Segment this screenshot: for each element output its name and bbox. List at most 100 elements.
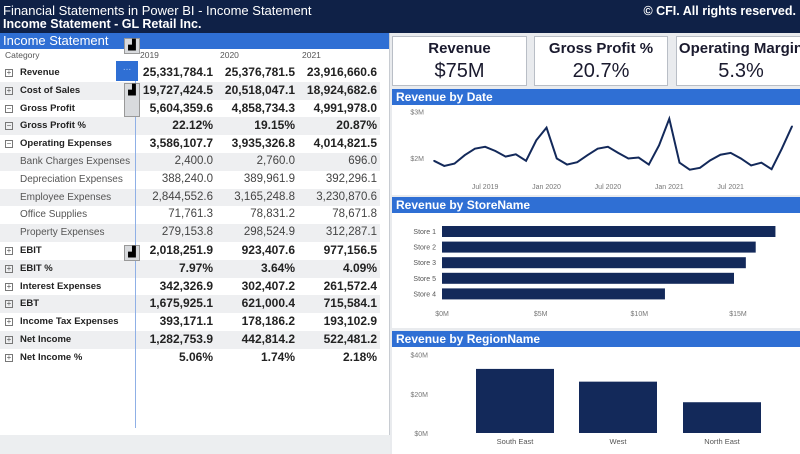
y-tick-label: $20M (410, 392, 428, 399)
row-label: Employee Expenses (20, 191, 112, 203)
cell-value: 5,604,359.6 (149, 100, 213, 115)
expand-icon[interactable]: + (5, 335, 13, 344)
collapse-icon[interactable]: − (5, 103, 13, 113)
row-label: Office Supplies (20, 209, 88, 221)
revenue-line (433, 115, 793, 171)
expand-icon[interactable]: + (5, 246, 13, 255)
expand-icon[interactable]: + (5, 281, 13, 291)
data-point (729, 152, 732, 154)
cell-value: 3.64% (260, 260, 295, 275)
expand-icon[interactable]: + (5, 299, 13, 309)
matrix-title: Income Statement (0, 33, 389, 49)
cell-value: 696.0 (348, 155, 377, 167)
drill-chart-icon[interactable]: ▟ (124, 38, 140, 54)
store-bar (442, 241, 756, 253)
kpi-card-revenue: Revenue $75M (392, 36, 527, 86)
table-row: Property Expenses 279,153.8 298,524.9 312,2… (0, 224, 380, 242)
row-label: Net Income (20, 334, 72, 345)
data-point (545, 126, 548, 129)
y-tick-label: $3M (410, 109, 424, 116)
category-label: Store 3 (413, 260, 436, 267)
col-2020[interactable]: 2020 (220, 50, 239, 60)
cell-value: 4,858,734.3 (231, 100, 295, 115)
region-bar (683, 402, 761, 433)
cell-value: 19,727,424.5 (142, 82, 213, 97)
cell-value: 261,572.4 (323, 278, 377, 293)
drill-chart-icon-hover[interactable]: ▟ (124, 83, 140, 117)
row-label: Bank Charges Expenses (20, 156, 131, 167)
row-label: Interest Expenses (20, 280, 102, 292)
data-point (668, 117, 671, 120)
col-2021[interactable]: 2021 (302, 50, 321, 60)
data-point (535, 139, 538, 142)
expand-icon[interactable]: + (5, 85, 13, 95)
cell-value: 3,230,870.6 (316, 190, 377, 203)
data-point (484, 145, 486, 148)
cell-value: 279,153.8 (161, 226, 213, 239)
x-tick-label: Jul 2021 (717, 184, 744, 191)
cell-value: 3,586,107.7 (149, 136, 213, 151)
data-point (515, 153, 517, 156)
copyright: © CFI. All rights reserved. (643, 4, 796, 18)
category-label: Store 5 (413, 276, 436, 283)
x-tick-label: Jan 2020 (532, 184, 561, 191)
category-label: Store 2 (413, 245, 436, 252)
store-bar (442, 257, 746, 269)
col-2019[interactable]: 2019 (140, 50, 159, 60)
report-subtitle: Income Statement - GL Retail Inc. (3, 17, 202, 31)
data-point (770, 168, 773, 171)
expand-icon[interactable]: + (5, 68, 13, 77)
cell-value: 2,760.0 (256, 155, 295, 167)
cell-value: 4.09% (342, 260, 377, 275)
data-point (781, 147, 783, 150)
cell-value: 923,407.6 (241, 243, 295, 257)
cell-value: 2,400.0 (174, 155, 213, 167)
expand-icon[interactable]: + (5, 263, 13, 273)
cell-value: 388,240.0 (161, 172, 213, 185)
data-point (658, 144, 660, 147)
cell-value: 78,831.2 (250, 208, 295, 221)
cell-value: 23,916,660.6 (306, 65, 377, 79)
drill-chart-icon[interactable]: ▟ (124, 245, 140, 261)
data-point (648, 163, 650, 166)
data-point (607, 145, 609, 148)
data-point (433, 160, 435, 162)
x-tick-label: $0M (435, 311, 449, 318)
table-row: + Net Income % 5.06% 1.74% 2.18% (0, 349, 380, 367)
data-point (627, 157, 630, 160)
cell-value: 442,814.2 (241, 332, 295, 346)
data-point (555, 157, 558, 160)
cell-value: 389,961.9 (243, 172, 295, 185)
more-options-button[interactable]: ... (116, 61, 138, 81)
table-row: − Gross Profit 5,604,359.6 4,858,734.3 4,991… (0, 100, 380, 118)
row-label: Gross Profit (20, 102, 75, 114)
cell-value: 20,518,047.1 (224, 82, 295, 97)
table-row: + Cost of Sales 19,727,424.5 20,518,047.1 18… (0, 81, 380, 100)
row-label: Revenue (20, 67, 60, 78)
footer-bar (0, 435, 390, 454)
data-point (688, 168, 691, 171)
row-label: EBIT % (20, 262, 53, 274)
x-tick-label: $10M (631, 311, 649, 318)
cell-value: 393,171.1 (159, 314, 213, 329)
cell-value: 715,584.1 (323, 296, 377, 311)
data-point (637, 156, 640, 159)
cell-value: 20.87% (336, 118, 377, 133)
expand-icon[interactable]: + (5, 352, 13, 362)
category-label: West (610, 437, 628, 446)
x-tick-label: $5M (534, 311, 548, 318)
cell-value: 522,481.2 (323, 332, 377, 346)
cell-value: 2,018,251.9 (149, 243, 213, 257)
data-point (566, 163, 568, 166)
kpi-value: 5.3% (718, 60, 764, 82)
table-row: − Gross Profit % 22.12% 19.15% 20.87% (0, 117, 380, 136)
kpi-value: $75M (434, 60, 485, 82)
report-header: Financial Statements in Power BI - Incom… (0, 0, 800, 33)
column-headers: Category 2019 2020 2021 (0, 50, 380, 62)
data-point (791, 125, 793, 128)
collapse-icon[interactable]: − (5, 139, 13, 149)
col-category[interactable]: Category (5, 50, 40, 60)
expand-icon[interactable]: + (5, 317, 13, 327)
kpi-label: Operating Margin (678, 40, 800, 57)
collapse-icon[interactable]: − (5, 121, 13, 131)
